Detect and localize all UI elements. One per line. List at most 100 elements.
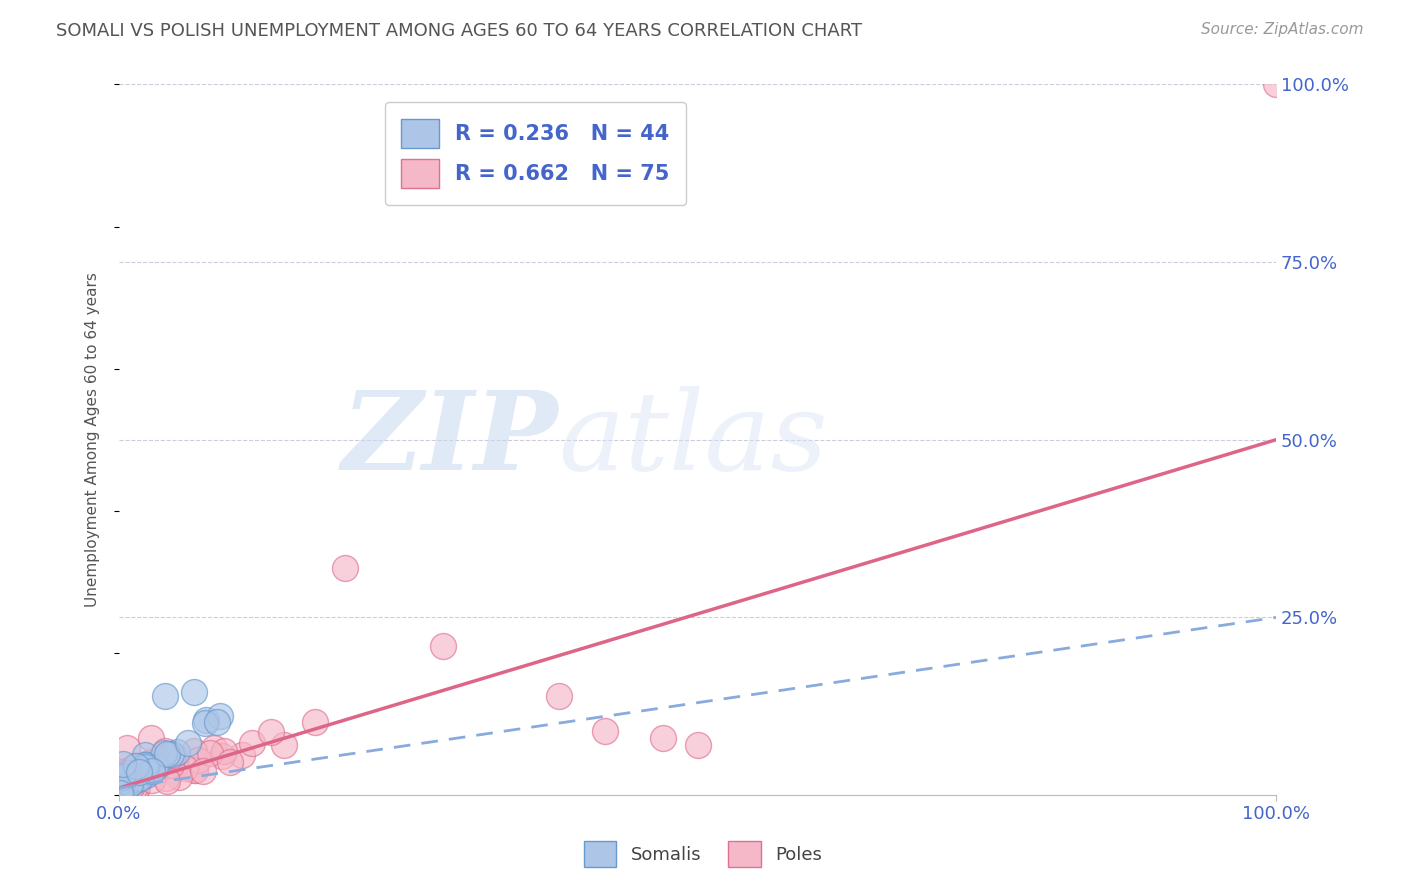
Point [134,757,156,772]
Point [155,744,177,758]
Point [156,774,179,789]
Point [184,763,207,777]
Point [184,764,207,778]
Point [122,781,145,796]
Point [187,753,209,767]
Point [141,773,163,788]
Point [651,731,673,746]
Point [152,759,174,773]
Point [117,770,139,784]
Text: atlas: atlas [558,386,828,493]
Point [118,772,141,786]
Point [195,714,218,728]
Point [231,748,253,763]
Point [114,770,136,784]
Point [115,778,138,792]
Point [212,744,235,758]
Point [127,766,149,780]
Point [260,724,283,739]
Point [135,757,157,772]
Point [111,757,134,772]
Point [152,746,174,760]
Point [240,736,263,750]
Point [125,759,148,773]
Point [110,786,132,800]
Point [118,774,141,789]
Point [128,765,150,780]
Point [169,770,191,784]
Point [183,685,205,699]
Point [139,731,162,745]
Point [110,774,132,789]
Point [125,767,148,781]
Point [121,779,143,793]
Point [121,772,143,786]
Point [110,787,132,801]
Point [121,772,143,786]
Point [120,762,142,776]
Point [118,777,141,791]
Point [159,747,181,761]
Point [273,738,295,752]
Point [141,759,163,773]
Point [218,756,240,770]
Point [124,769,146,783]
Point [124,759,146,773]
Point [432,639,454,653]
Point [141,762,163,776]
Point [333,560,356,574]
Point [114,780,136,795]
Y-axis label: Unemployment Among Ages 60 to 64 years: Unemployment Among Ages 60 to 64 years [86,272,100,607]
Point [160,757,183,772]
Point [205,715,228,730]
Point [162,747,184,762]
Point [114,764,136,779]
Point [139,765,162,780]
Point [1265,78,1288,92]
Point [202,740,225,755]
Point [155,689,177,703]
Point [129,772,152,786]
Legend: R = 0.236   N = 44, R = 0.662   N = 75: R = 0.236 N = 44, R = 0.662 N = 75 [385,102,686,204]
Point [129,769,152,783]
Point [132,767,155,781]
Text: Source: ZipAtlas.com: Source: ZipAtlas.com [1201,22,1364,37]
Point [200,746,222,760]
Point [146,759,169,773]
Point [124,759,146,773]
Point [155,749,177,764]
Point [129,771,152,785]
Point [142,755,165,769]
Point [111,770,134,784]
Point [135,768,157,782]
Legend: Somalis, Poles: Somalis, Poles [576,834,830,874]
Point [547,689,569,703]
Point [156,747,179,762]
Point [211,748,233,763]
Point [108,786,131,800]
Point [114,779,136,793]
Point [209,708,232,723]
Point [183,744,205,758]
Point [134,748,156,763]
Point [112,771,135,785]
Point [155,771,177,785]
Point [194,716,217,731]
Point [134,757,156,772]
Point [121,770,143,784]
Point [118,777,141,791]
Point [165,759,187,773]
Point [141,764,163,778]
Point [112,782,135,797]
Point [120,766,142,780]
Point [115,740,138,755]
Point [127,780,149,795]
Point [129,766,152,780]
Point [143,756,166,771]
Point [177,736,200,750]
Point [115,772,138,786]
Point [135,760,157,774]
Point [174,761,197,775]
Point [110,787,132,801]
Point [114,778,136,792]
